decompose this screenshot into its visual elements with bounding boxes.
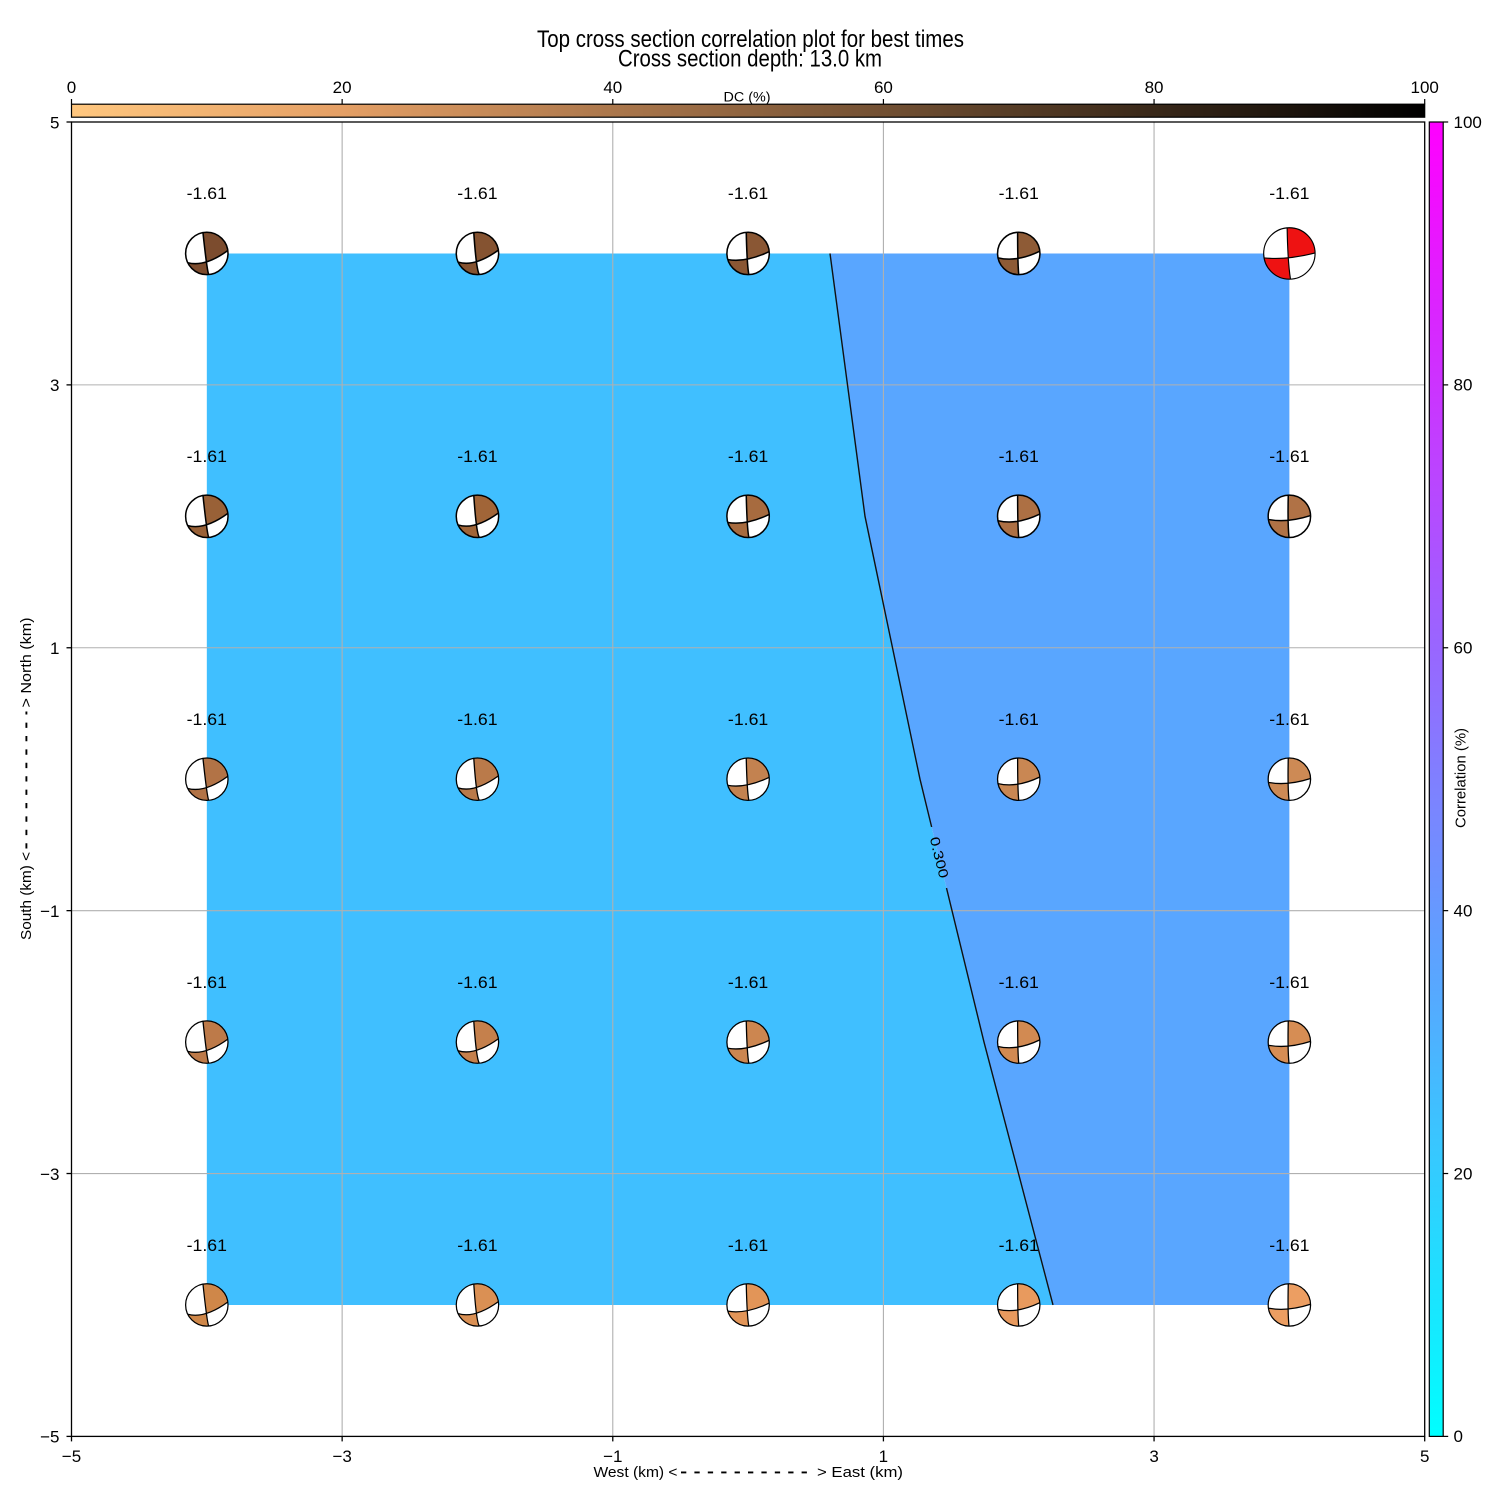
svg-text:20: 20 (1454, 1164, 1473, 1183)
svg-text:-1.61: -1.61 (187, 184, 227, 203)
svg-text:Cross section depth: 13.0 km: Cross section depth: 13.0 km (618, 46, 882, 72)
svg-text:100: 100 (1411, 78, 1439, 97)
svg-text:-1.61: -1.61 (457, 710, 497, 729)
svg-text:−3: −3 (332, 1447, 351, 1466)
svg-text:3: 3 (1149, 1447, 1158, 1466)
svg-text:20: 20 (333, 78, 352, 97)
svg-text:-1.61: -1.61 (1269, 1236, 1309, 1255)
svg-text:1: 1 (879, 1447, 888, 1466)
svg-text:40: 40 (603, 78, 622, 97)
svg-text:0: 0 (1454, 1427, 1463, 1446)
svg-text:-1.61: -1.61 (187, 447, 227, 466)
svg-text:-1.61: -1.61 (187, 710, 227, 729)
svg-text:Top cross section correlation: Top cross section correlation plot for b… (537, 27, 964, 53)
svg-text:> North (km): > North (km) (18, 618, 35, 708)
svg-text:-1.61: -1.61 (728, 184, 768, 203)
svg-text:60: 60 (874, 78, 893, 97)
svg-text:> East (km): > East (km) (817, 1464, 903, 1481)
svg-text:South (km) <: South (km) < (18, 852, 35, 940)
svg-text:West (km) <: West (km) < (594, 1464, 678, 1481)
svg-text:-1.61: -1.61 (728, 973, 768, 992)
svg-text:1: 1 (50, 639, 59, 658)
svg-text:-1.61: -1.61 (728, 1236, 768, 1255)
svg-text:-1.61: -1.61 (999, 184, 1039, 203)
svg-text:-1.61: -1.61 (999, 447, 1039, 466)
svg-text:3: 3 (50, 376, 59, 395)
svg-text:-1.61: -1.61 (457, 184, 497, 203)
svg-text:60: 60 (1454, 639, 1473, 658)
svg-text:−5: −5 (40, 1428, 59, 1447)
svg-text:−1: −1 (40, 902, 59, 921)
svg-text:Correlation (%): Correlation (%) (1453, 728, 1470, 828)
svg-text:-1.61: -1.61 (1269, 184, 1309, 203)
svg-text:-1.61: -1.61 (999, 973, 1039, 992)
svg-text:-1.61: -1.61 (999, 1236, 1039, 1255)
svg-text:−5: −5 (62, 1447, 81, 1466)
svg-text:DC (%): DC (%) (724, 89, 771, 104)
svg-text:0: 0 (67, 78, 76, 97)
svg-text:-1.61: -1.61 (457, 973, 497, 992)
svg-text:-1.61: -1.61 (1269, 973, 1309, 992)
svg-text:-1.61: -1.61 (457, 1236, 497, 1255)
svg-text:−3: −3 (40, 1165, 59, 1184)
svg-text:-1.61: -1.61 (187, 1236, 227, 1255)
svg-text:5: 5 (1420, 1447, 1429, 1466)
svg-text:-1.61: -1.61 (1269, 710, 1309, 729)
svg-text:-1.61: -1.61 (457, 447, 497, 466)
svg-text:-1.61: -1.61 (187, 973, 227, 992)
svg-text:100: 100 (1454, 113, 1482, 132)
svg-text:80: 80 (1145, 78, 1164, 97)
svg-text:80: 80 (1454, 376, 1473, 395)
svg-text:−1: −1 (603, 1447, 622, 1466)
svg-text:-1.61: -1.61 (1269, 447, 1309, 466)
svg-text:-1.61: -1.61 (728, 710, 768, 729)
svg-text:5: 5 (50, 113, 59, 132)
svg-text:40: 40 (1454, 901, 1473, 920)
svg-text:-1.61: -1.61 (999, 710, 1039, 729)
svg-text:-1.61: -1.61 (728, 447, 768, 466)
